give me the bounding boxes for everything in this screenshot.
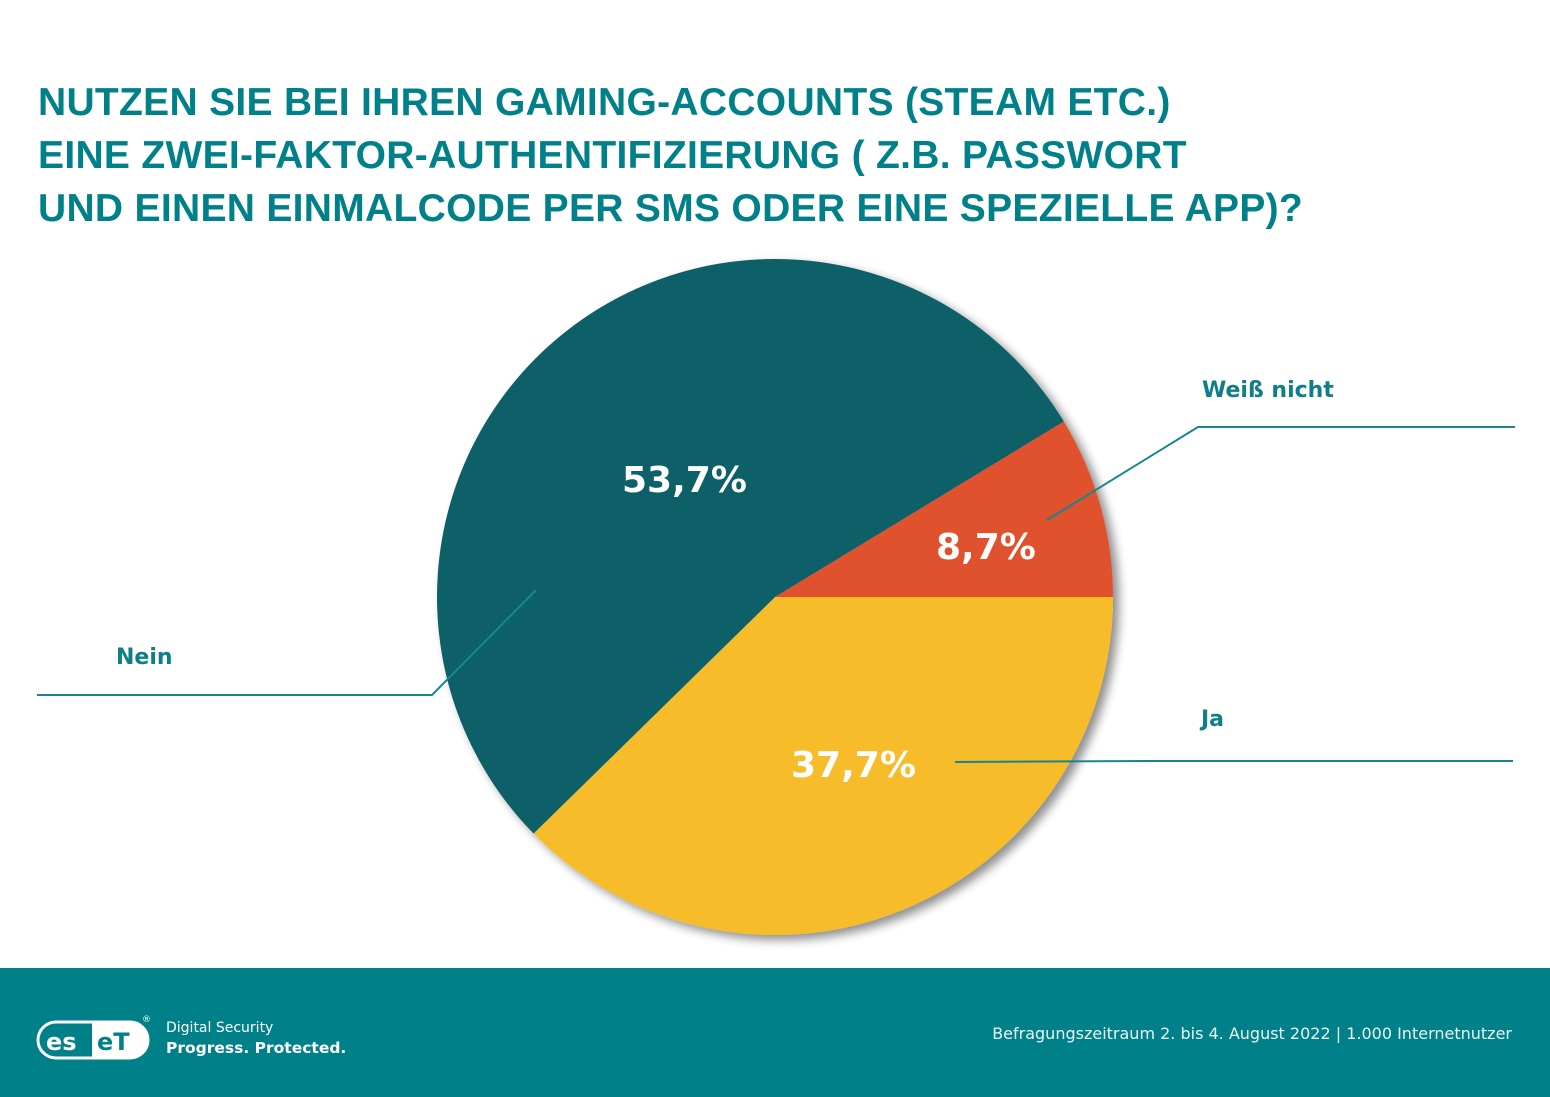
value-label-nein: 53,7% [622, 460, 747, 501]
category-label-ja: Ja [1199, 707, 1224, 732]
brand-tagline-digital-security: Digital Security [166, 1020, 274, 1036]
pie-chart: Weiß nicht Nein Ja 53,7% 8,7% 37,7% [37, 258, 1515, 936]
leader-line-weiss-nicht [1046, 426, 1515, 521]
chart-title-line: NUTZEN SIE BEI IHREN GAMING-ACCOUNTS (ST… [38, 81, 1171, 124]
category-label-nein: Nein [116, 645, 173, 670]
pie-slices [436, 258, 1113, 936]
registered-mark: ® [142, 1015, 151, 1025]
value-label-ja: 37,7% [791, 745, 916, 786]
eset-logo: es eT ® [36, 1015, 151, 1060]
pie-slice-nein [436, 258, 1064, 834]
brand-tagline-progress: Progress. Protected. [166, 1039, 347, 1057]
chart-title-line: UND EINEN EINMALCODE PER SMS ODER EINE S… [38, 187, 1304, 230]
chart-title-line: EINE ZWEI-FAKTOR-AUTHENTIFIZIERUNG ( Z.B… [38, 134, 1187, 177]
svg-text:es: es [46, 1028, 77, 1056]
leader-line-nein [37, 589, 537, 696]
value-label-weiss-nicht: 8,7% [936, 527, 1036, 568]
pie-slice-ja [533, 597, 1113, 936]
pie-slice-weiss-nicht [775, 421, 1113, 597]
category-label-weiss-nicht: Weiß nicht [1202, 378, 1334, 403]
svg-text:eT: eT [97, 1028, 130, 1056]
survey-source-note: Befragungszeitraum 2. bis 4. August 2022… [992, 1024, 1512, 1043]
chart-title: NUTZEN SIE BEI IHREN GAMING-ACCOUNTS (ST… [38, 76, 1518, 235]
leader-line-ja [954, 760, 1513, 763]
footer-bar [0, 968, 1550, 1097]
